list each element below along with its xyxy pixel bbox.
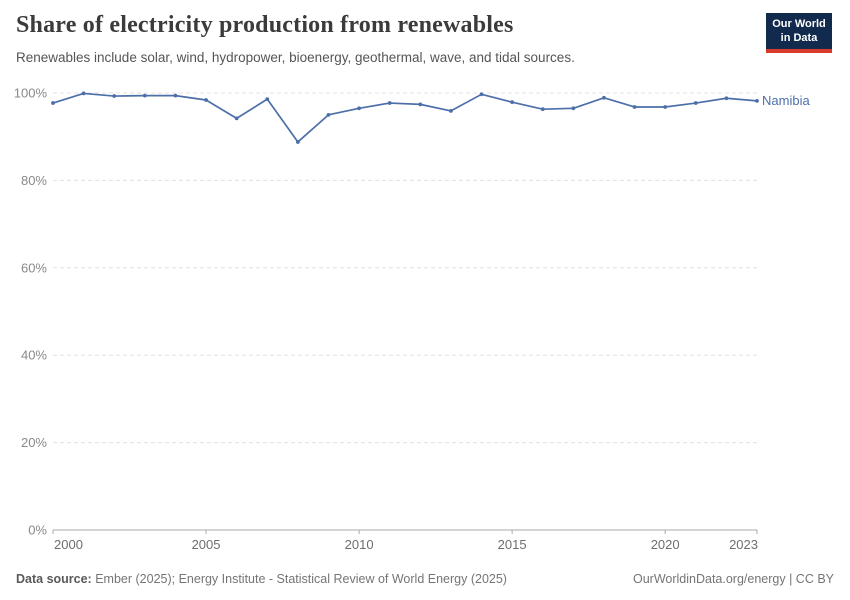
data-point-2022[interactable] bbox=[724, 96, 729, 101]
owid-logo-line2: in Data bbox=[780, 32, 818, 45]
data-point-2014[interactable] bbox=[479, 92, 484, 97]
y-axis-label-80: 80% bbox=[21, 173, 47, 188]
data-source-text: Data source: Ember (2025); Energy Instit… bbox=[16, 572, 507, 586]
y-axis-label-20: 20% bbox=[21, 435, 47, 450]
data-point-2020[interactable] bbox=[663, 105, 668, 109]
data-point-2008[interactable] bbox=[295, 140, 300, 144]
data-point-2001[interactable] bbox=[81, 91, 86, 96]
y-axis-label-100: 100% bbox=[14, 86, 48, 101]
y-axis-label-60: 60% bbox=[21, 260, 47, 275]
data-point-2021[interactable] bbox=[693, 101, 698, 105]
y-axis-label-0: 0% bbox=[28, 523, 47, 538]
data-point-2005[interactable] bbox=[204, 98, 208, 102]
x-axis-label-2015: 2015 bbox=[498, 537, 527, 552]
owid-logo[interactable]: Our World in Data bbox=[766, 13, 832, 53]
data-point-2007[interactable] bbox=[265, 97, 270, 102]
page-subtitle: Renewables include solar, wind, hydropow… bbox=[16, 50, 575, 65]
y-axis-label-40: 40% bbox=[21, 348, 47, 363]
data-point-2009[interactable] bbox=[326, 112, 331, 117]
data-source-label: Data source: bbox=[16, 572, 92, 586]
data-point-2002[interactable] bbox=[112, 94, 117, 98]
namibia-series-line[interactable] bbox=[52, 92, 758, 143]
owid-logo-line1: Our World bbox=[772, 18, 826, 30]
entity-label[interactable]: Namibia bbox=[762, 93, 810, 108]
data-point-2003[interactable] bbox=[142, 93, 147, 98]
data-point-2018[interactable] bbox=[602, 95, 606, 100]
data-point-2006[interactable] bbox=[234, 116, 239, 121]
page-footer: Data source: Ember (2025); Energy Instit… bbox=[16, 572, 834, 586]
data-point-2004[interactable] bbox=[173, 93, 178, 98]
x-axis-label-2023: 2023 bbox=[729, 537, 758, 552]
data-point-2000[interactable] bbox=[51, 101, 55, 105]
data-point-2010[interactable] bbox=[357, 106, 361, 111]
data-point-2019[interactable] bbox=[632, 105, 637, 109]
data-point-2016[interactable] bbox=[540, 107, 545, 112]
page-title: Share of electricity production from ren… bbox=[16, 12, 514, 38]
data-point-2015[interactable] bbox=[510, 100, 515, 105]
owid-license-link[interactable]: OurWorldinData.org/energy | CC BY bbox=[632, 572, 834, 586]
x-axis-label-2005: 2005 bbox=[192, 537, 221, 552]
data-point-2012[interactable] bbox=[418, 102, 423, 107]
data-point-2017[interactable] bbox=[571, 106, 576, 111]
data-point-2011[interactable] bbox=[387, 101, 392, 105]
x-axis-label-2020: 2020 bbox=[651, 537, 680, 552]
data-source-value: Ember (2025); Energy Institute - Statist… bbox=[91, 572, 507, 586]
data-point-2013[interactable] bbox=[449, 109, 453, 113]
x-axis-label-2000: 2000 bbox=[54, 537, 83, 552]
data-point-2023[interactable] bbox=[755, 98, 759, 103]
x-axis-label-2010: 2010 bbox=[345, 537, 374, 552]
